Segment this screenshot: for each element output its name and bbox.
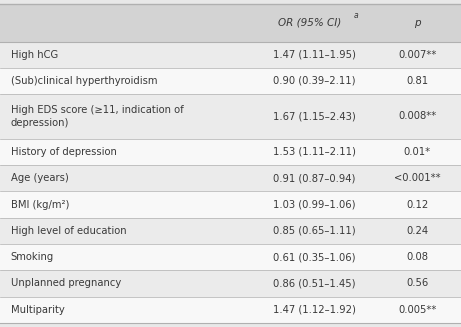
Text: p: p: [414, 18, 420, 28]
Text: <0.001**: <0.001**: [394, 173, 441, 183]
Text: High EDS score (≥11, indication of
depression): High EDS score (≥11, indication of depre…: [11, 105, 183, 128]
Text: 0.08: 0.08: [406, 252, 428, 262]
Bar: [0, 191, 461, 218]
Text: Age (years): Age (years): [11, 173, 68, 183]
Text: 0.61 (0.35–1.06): 0.61 (0.35–1.06): [273, 252, 356, 262]
Text: 0.81: 0.81: [406, 76, 428, 86]
Text: 0.91 (0.87–0.94): 0.91 (0.87–0.94): [273, 173, 356, 183]
Text: 0.005**: 0.005**: [398, 305, 437, 315]
Bar: [0, 94, 461, 139]
Text: 1.67 (1.15–2.43): 1.67 (1.15–2.43): [273, 112, 356, 121]
Bar: [0, 297, 461, 323]
Bar: [0, 42, 461, 68]
Bar: [0, 244, 461, 270]
Text: 0.007**: 0.007**: [398, 50, 437, 60]
Text: 0.85 (0.65–1.11): 0.85 (0.65–1.11): [273, 226, 356, 236]
Text: 0.56: 0.56: [406, 279, 428, 288]
Bar: [0, 4, 461, 42]
Text: OR (95% CI): OR (95% CI): [278, 18, 342, 28]
Text: 1.47 (1.12–1.92): 1.47 (1.12–1.92): [273, 305, 356, 315]
Text: History of depression: History of depression: [11, 147, 117, 157]
Text: a: a: [354, 11, 359, 20]
Text: Smoking: Smoking: [11, 252, 54, 262]
Bar: [0, 165, 461, 191]
Text: Unplanned pregnancy: Unplanned pregnancy: [11, 279, 121, 288]
Text: 0.008**: 0.008**: [398, 112, 436, 121]
Bar: [0, 218, 461, 244]
Text: Multiparity: Multiparity: [11, 305, 65, 315]
Bar: [0, 270, 461, 297]
Text: 1.03 (0.99–1.06): 1.03 (0.99–1.06): [273, 199, 356, 210]
Bar: [0, 68, 461, 94]
Text: 1.53 (1.11–2.11): 1.53 (1.11–2.11): [273, 147, 356, 157]
Text: High level of education: High level of education: [11, 226, 126, 236]
Text: 1.47 (1.11–1.95): 1.47 (1.11–1.95): [273, 50, 356, 60]
Bar: [0, 139, 461, 165]
Text: 0.24: 0.24: [406, 226, 428, 236]
Text: 0.01*: 0.01*: [404, 147, 431, 157]
Text: High hCG: High hCG: [11, 50, 58, 60]
Text: (Sub)clinical hyperthyroidism: (Sub)clinical hyperthyroidism: [11, 76, 157, 86]
Text: 0.90 (0.39–2.11): 0.90 (0.39–2.11): [273, 76, 356, 86]
Text: 0.12: 0.12: [406, 199, 428, 210]
Text: 0.86 (0.51–1.45): 0.86 (0.51–1.45): [273, 279, 356, 288]
Text: BMI (kg/m²): BMI (kg/m²): [11, 199, 69, 210]
